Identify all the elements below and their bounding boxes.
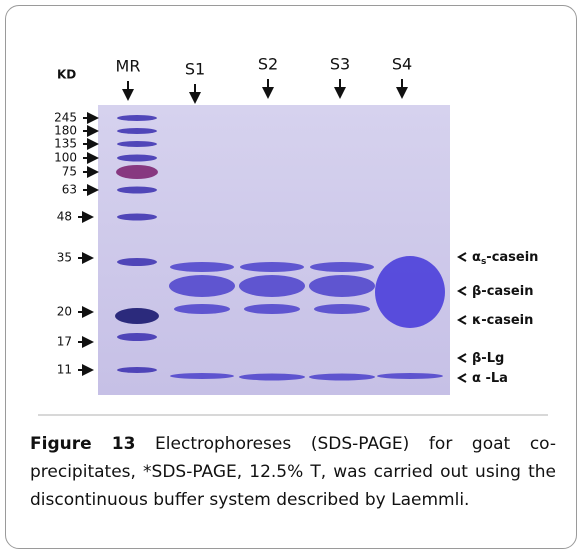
gel: [98, 105, 450, 395]
band-pointer: [456, 315, 467, 325]
marker-label: 35: [57, 251, 72, 265]
band-label: β-casein: [472, 284, 533, 299]
marker-label: 48: [57, 210, 72, 224]
marker-label: 17: [57, 335, 72, 349]
caption: Figure 13 Electrophoreses (SDS-PAGE) for…: [30, 430, 556, 514]
band-pointer: [456, 373, 467, 383]
marker-label: 11: [57, 363, 72, 377]
figure-frame: [5, 5, 577, 549]
kd-label: KD: [57, 68, 76, 82]
band-label: β-Lg: [472, 351, 504, 366]
band-label: α -La: [472, 371, 508, 386]
band-suffix: -casein: [486, 250, 538, 265]
caption-label: Figure 13: [30, 434, 136, 454]
band-name: β-Lg: [472, 351, 504, 366]
band-name: α: [472, 250, 481, 265]
lane-label: S2: [258, 55, 278, 74]
band-name: β-casein: [472, 284, 533, 299]
marker-label: 20: [57, 305, 72, 319]
marker-label: 180: [54, 124, 77, 138]
band-subscript: s: [481, 257, 486, 267]
lane-label: S4: [392, 55, 412, 74]
band-pointer: [456, 353, 467, 363]
band-name: α -La: [472, 371, 508, 386]
marker-label: 63: [62, 183, 77, 197]
lane-label: S3: [330, 55, 350, 74]
band-pointer: [456, 252, 467, 262]
caption-text: Electrophoreses (SDS-PAGE) for goat co-p…: [30, 434, 557, 510]
marker-label: 135: [54, 137, 77, 151]
band-name: κ-casein: [472, 313, 533, 328]
marker-label: 75: [62, 165, 77, 179]
band-label: κ-casein: [472, 313, 533, 328]
band-pointer: [456, 286, 467, 296]
lane-label: MR: [116, 57, 141, 76]
marker-label: 245: [54, 111, 77, 125]
band-label: αs-casein: [472, 250, 538, 267]
marker-label: 100: [54, 151, 77, 165]
lane-label: S1: [185, 60, 205, 79]
